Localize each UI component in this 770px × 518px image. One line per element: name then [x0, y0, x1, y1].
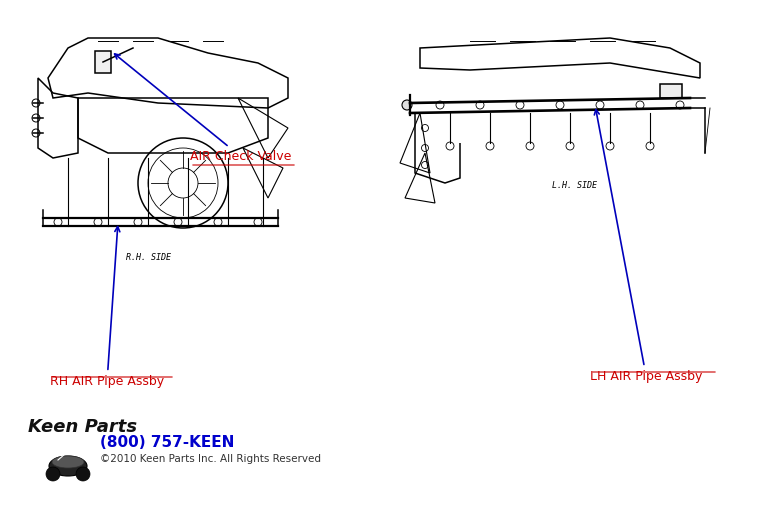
- Circle shape: [76, 467, 90, 481]
- Text: R.H. SIDE: R.H. SIDE: [126, 253, 170, 262]
- Text: RH AIR Pipe Assby: RH AIR Pipe Assby: [50, 227, 164, 388]
- Text: Keen Parts: Keen Parts: [28, 418, 137, 436]
- Text: ©2010 Keen Parts Inc. All Rights Reserved: ©2010 Keen Parts Inc. All Rights Reserve…: [100, 454, 321, 464]
- Ellipse shape: [52, 456, 84, 468]
- Bar: [95, 51, 111, 73]
- Ellipse shape: [49, 456, 87, 476]
- Text: LH AIR Pipe Assby: LH AIR Pipe Assby: [590, 110, 702, 383]
- Text: (800) 757-KEEN: (800) 757-KEEN: [100, 435, 234, 450]
- Bar: [660, 84, 682, 98]
- Circle shape: [402, 100, 412, 110]
- Text: L.H. SIDE: L.H. SIDE: [553, 181, 598, 190]
- Text: AIR Check Valve: AIR Check Valve: [115, 54, 291, 163]
- Circle shape: [46, 467, 60, 481]
